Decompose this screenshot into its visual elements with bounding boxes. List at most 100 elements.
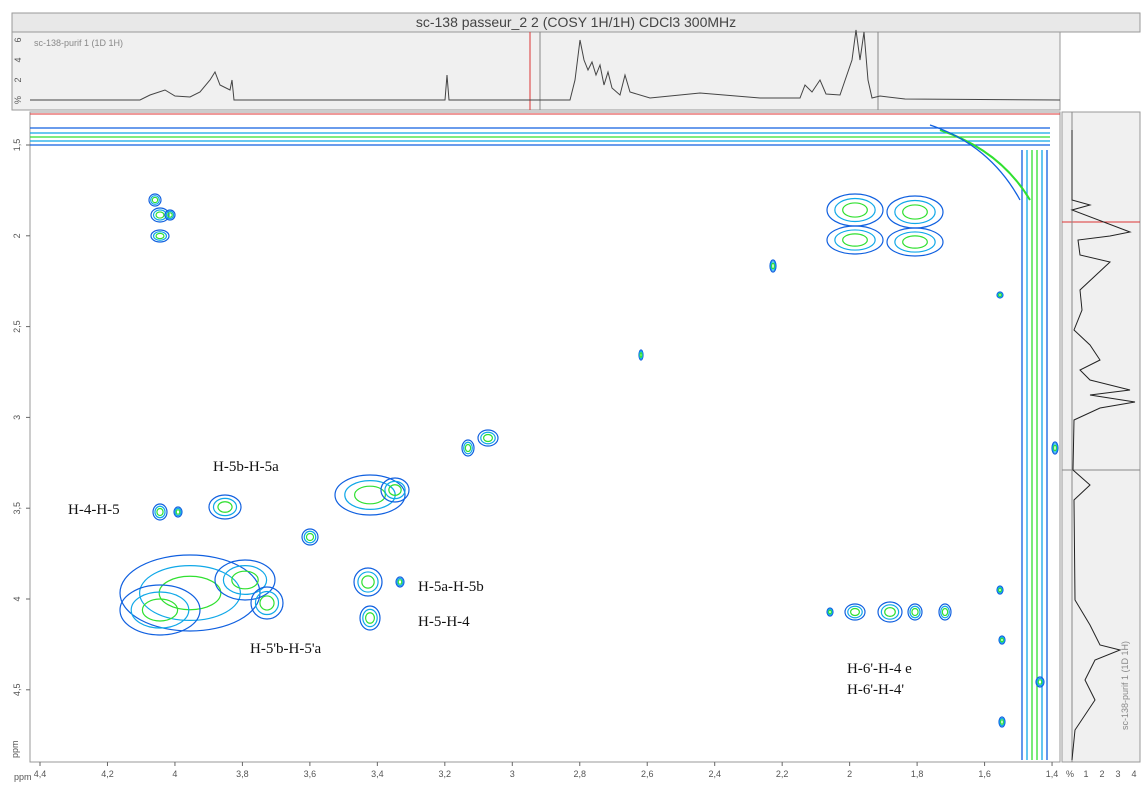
contour bbox=[359, 605, 381, 631]
contour bbox=[1000, 719, 1004, 725]
contour bbox=[998, 587, 1002, 593]
contour bbox=[997, 586, 1003, 594]
contour bbox=[165, 210, 175, 220]
contour bbox=[902, 204, 928, 220]
contour bbox=[148, 193, 162, 207]
contour bbox=[155, 232, 165, 240]
contours bbox=[30, 124, 1059, 760]
contour bbox=[998, 716, 1006, 728]
side-tick-label: 4 bbox=[1131, 769, 1136, 779]
contour bbox=[334, 474, 406, 516]
contour bbox=[1000, 637, 1004, 643]
contour bbox=[362, 608, 378, 628]
contour bbox=[834, 229, 876, 251]
contour bbox=[380, 477, 410, 503]
contour bbox=[461, 439, 475, 457]
x-tick-label: 1,4 bbox=[1046, 769, 1059, 779]
contour bbox=[770, 261, 776, 271]
contour bbox=[354, 485, 387, 505]
contour bbox=[217, 501, 233, 513]
contour bbox=[827, 608, 833, 616]
contour bbox=[353, 567, 383, 597]
annotation: H-6'-H-4 e bbox=[847, 661, 912, 677]
contour bbox=[388, 484, 402, 496]
x-tick-label: 2 bbox=[847, 769, 852, 779]
side-tick-label: % bbox=[1066, 769, 1074, 779]
contour bbox=[769, 259, 777, 273]
contour bbox=[151, 196, 159, 204]
contour bbox=[150, 195, 160, 205]
contour bbox=[214, 559, 276, 601]
contour bbox=[119, 584, 201, 636]
contour bbox=[929, 124, 1021, 201]
contour bbox=[938, 603, 952, 621]
side-spectrum-label: sc-138-purif 1 (1D 1H) bbox=[1120, 641, 1130, 730]
title: sc-138 passeur_2 2 (COSY 1H/1H) CDCl3 30… bbox=[416, 14, 736, 30]
contour bbox=[395, 576, 405, 588]
x-tick-label: 2,4 bbox=[708, 769, 721, 779]
side-panel bbox=[1061, 111, 1141, 763]
contour bbox=[259, 595, 275, 611]
contour bbox=[842, 202, 868, 218]
x-tick-label: 1,6 bbox=[978, 769, 991, 779]
contour bbox=[119, 554, 261, 632]
annotation: H-5'b-H-5'a bbox=[250, 641, 322, 657]
contour bbox=[1053, 444, 1057, 452]
annotation: H-5-H-4 bbox=[418, 614, 470, 630]
contour bbox=[254, 590, 280, 616]
annotation: H-4-H-5 bbox=[68, 502, 120, 518]
contour bbox=[639, 352, 643, 358]
contour bbox=[911, 607, 919, 617]
contour bbox=[877, 601, 903, 623]
contour bbox=[139, 565, 242, 621]
y-tick-label: 3 bbox=[12, 415, 22, 420]
y-tick-label: 1,5 bbox=[12, 139, 22, 152]
side-tick-label: 2 bbox=[1099, 769, 1104, 779]
contour bbox=[463, 441, 473, 455]
x-tick-label: 3 bbox=[510, 769, 515, 779]
contour bbox=[902, 235, 928, 249]
y-tick-label: 3,5 bbox=[12, 502, 22, 515]
annotation: H-5b-H-5a bbox=[213, 459, 279, 475]
x-tick-label: 3,2 bbox=[439, 769, 452, 779]
contour bbox=[941, 607, 949, 617]
contour bbox=[884, 606, 896, 617]
contour bbox=[167, 212, 173, 218]
contour bbox=[175, 509, 181, 515]
contour bbox=[1051, 441, 1059, 455]
annotation: H-6'-H-4' bbox=[847, 682, 904, 698]
top-spectrum-trace bbox=[30, 29, 1061, 101]
y-unit: ppm bbox=[10, 740, 20, 758]
contour bbox=[464, 443, 472, 453]
contour bbox=[156, 507, 164, 517]
top-tick-label: % bbox=[13, 96, 23, 104]
contour bbox=[826, 225, 884, 255]
contour bbox=[480, 431, 496, 445]
contour bbox=[999, 717, 1005, 727]
contour bbox=[907, 603, 923, 621]
y-tick-label: 2,5 bbox=[12, 320, 22, 333]
contour bbox=[1035, 676, 1045, 688]
contour bbox=[826, 607, 834, 617]
x-tick-label: 2,2 bbox=[776, 769, 789, 779]
contour bbox=[154, 505, 166, 519]
x-tick-label: 2,8 bbox=[574, 769, 587, 779]
contour bbox=[886, 227, 944, 257]
contour bbox=[130, 591, 190, 629]
x-tick-label: 2,6 bbox=[641, 769, 654, 779]
contour bbox=[397, 579, 403, 585]
contour bbox=[828, 609, 832, 615]
top-tick-label: 2 bbox=[13, 77, 23, 82]
contour bbox=[141, 598, 179, 622]
contour bbox=[998, 635, 1006, 645]
contour bbox=[361, 575, 375, 589]
contour bbox=[158, 575, 222, 611]
contour bbox=[152, 503, 168, 521]
x-tick-label: 3,6 bbox=[304, 769, 317, 779]
contour bbox=[1036, 677, 1044, 687]
side-tick-label: 1 bbox=[1083, 769, 1088, 779]
x-tick-label: 4 bbox=[172, 769, 177, 779]
contour bbox=[208, 494, 242, 520]
contour bbox=[849, 607, 860, 617]
contour bbox=[222, 564, 268, 595]
